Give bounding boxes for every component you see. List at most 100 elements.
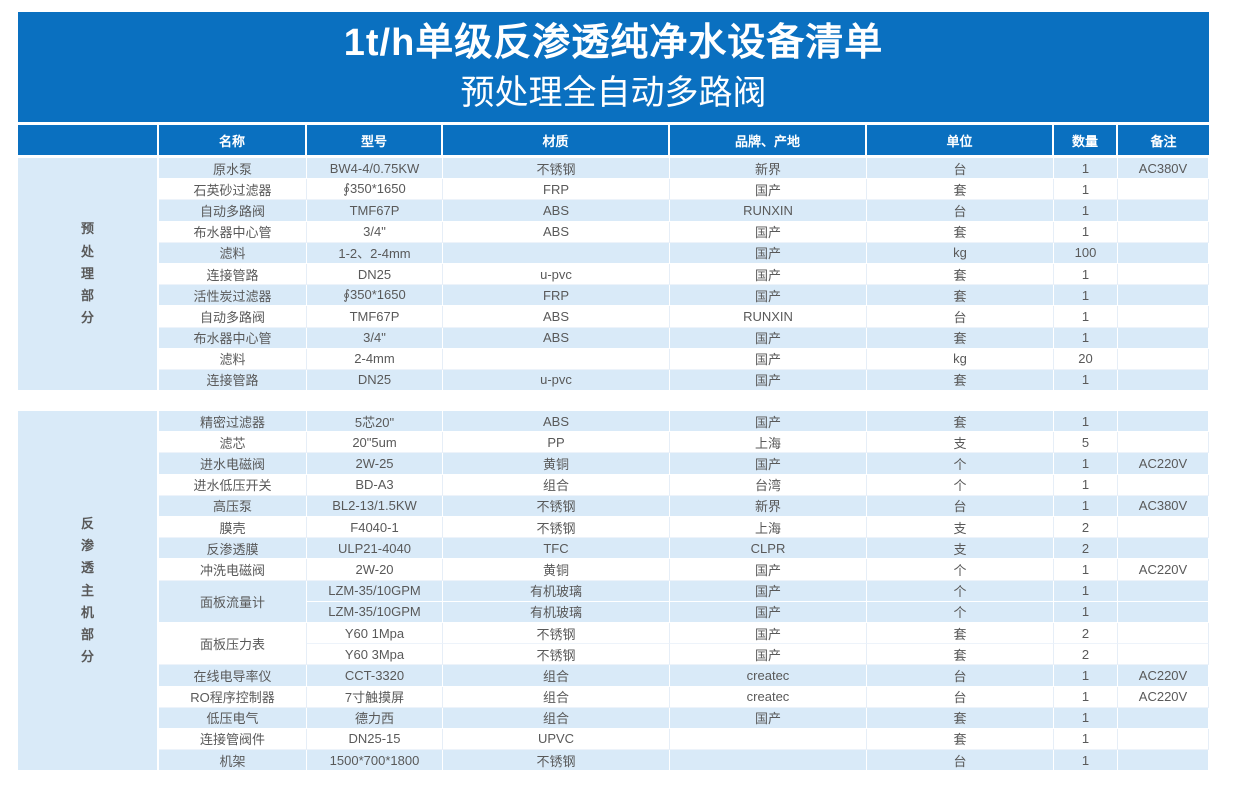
cell-brand: 国产 (670, 179, 867, 201)
section-label-char: 分 (80, 310, 94, 326)
table-row: 连接管阀件 DN25-15 UPVC 套 1 (18, 728, 1209, 751)
cell-material: u-pvc (443, 263, 670, 286)
cell-brand: 国产 (670, 369, 867, 392)
cell-qty: 1 (1054, 327, 1118, 349)
cell-name: 进水电磁阀 (159, 453, 307, 475)
cell-name: 布水器中心管 (159, 221, 307, 243)
table-row: 自动多路阀 TMF67P ABS RUNXIN 台 1 (18, 306, 1209, 328)
col-header-name: 名称 (159, 125, 307, 158)
cell-material: 黄铜 (443, 453, 670, 475)
cell-model: TMF67P (307, 200, 443, 222)
cell-material: UPVC (443, 728, 670, 751)
cell-material (443, 242, 670, 264)
cell-material: 不锈钢 (443, 495, 670, 517)
cell-material: u-pvc (443, 369, 670, 392)
cell-qty: 1 (1054, 411, 1118, 433)
cell-name: 连接管路 (159, 263, 307, 286)
cell-unit: 套 (867, 644, 1054, 666)
table-body: 预处理部分原水泵 BW4-4/0.75KW 不锈钢 新界台 1 AC380V 石英砂过滤器 ∮… (18, 158, 1209, 772)
cell-model: 2W-25 (307, 453, 443, 475)
table-row: 预处理部分原水泵 BW4-4/0.75KW 不锈钢 新界台 1 AC380V (18, 158, 1209, 392)
cell-unit: 台 (867, 495, 1054, 517)
cell-brand: RUNXIN (670, 200, 867, 222)
col-header-qty: 数量 (1054, 125, 1118, 158)
cell-note (1118, 728, 1209, 751)
cell-note (1118, 622, 1209, 645)
cell-unit: 套 (867, 728, 1054, 751)
cell-brand: 新界 (670, 158, 867, 180)
cell-material: FRP (443, 285, 670, 307)
cell-model: ∮350*1650 (307, 285, 443, 307)
table-row: RO程序控制器 7寸触摸屏 组合 createc 台 1 AC220V (18, 686, 1209, 708)
cell-unit: 台 (867, 306, 1054, 328)
table-row: 布水器中心管 3/4" ABS 国产套 1 (18, 221, 1209, 243)
section-label-char: 主 (80, 582, 94, 598)
cell-unit: 套 (867, 369, 1054, 392)
title-banner: 1t/h单级反渗透纯净水设备清单 预处理全自动多路阀 (18, 12, 1209, 122)
cell-material: 不锈钢 (443, 622, 670, 645)
cell-name: 面板流量计 (159, 580, 307, 623)
cell-note (1118, 538, 1209, 560)
table-row: 在线电导率仪 CCT-3320 组合 createc 台 1 AC220V (18, 665, 1209, 687)
cell-qty: 1 (1054, 601, 1118, 623)
cell-brand: 国产 (670, 348, 867, 370)
col-header-material: 材质 (443, 125, 670, 158)
cell-model: 7寸触摸屏 (307, 686, 443, 708)
cell-brand: 国产 (670, 327, 867, 349)
cell-qty: 1 (1054, 179, 1118, 201)
cell-name: 滤料 (159, 242, 307, 264)
section-label-pretreatment: 预处理部分 (18, 158, 159, 392)
cell-brand: 国产 (670, 622, 867, 645)
cell-brand: createc (670, 686, 867, 708)
cell-unit: 个 (867, 601, 1054, 623)
cell-model: CCT-3320 (307, 665, 443, 687)
corner-header-cell (18, 125, 159, 158)
cell-unit: kg (867, 242, 1054, 264)
cell-material: TFC (443, 538, 670, 560)
cell-brand: 国产 (670, 285, 867, 307)
col-header-brand: 品牌、产地 (670, 125, 867, 158)
section-label-char: 预 (80, 221, 94, 237)
cell-unit: 个 (867, 580, 1054, 602)
cell-note (1118, 285, 1209, 307)
cell-note (1118, 432, 1209, 454)
table-row: 机架 1500*700*1800 不锈钢 台 1 (18, 750, 1209, 772)
table-row: 滤芯 20"5um PP 上海支 5 (18, 432, 1209, 454)
cell-model: 德力西 (307, 707, 443, 729)
cell-unit: 套 (867, 411, 1054, 433)
col-header-note: 备注 (1118, 125, 1209, 158)
cell-material: 不锈钢 (443, 644, 670, 666)
cell-name: 自动多路阀 (159, 200, 307, 222)
cell-unit: 套 (867, 622, 1054, 645)
section-label-char: 反 (80, 515, 94, 531)
cell-unit: 支 (867, 517, 1054, 539)
cell-brand: RUNXIN (670, 306, 867, 328)
cell-name: 连接管阀件 (159, 728, 307, 751)
cell-brand: 国产 (670, 242, 867, 264)
cell-qty: 1 (1054, 495, 1118, 517)
cell-qty: 2 (1054, 644, 1118, 666)
cell-name: 在线电导率仪 (159, 665, 307, 687)
cell-brand: 国产 (670, 707, 867, 729)
cell-model: BW4-4/0.75KW (307, 158, 443, 180)
cell-name: 原水泵 (159, 158, 307, 180)
cell-model: 1-2、2-4mm (307, 242, 443, 264)
cell-model: DN25 (307, 263, 443, 286)
cell-material: 有机玻璃 (443, 580, 670, 602)
cell-note (1118, 263, 1209, 286)
cell-material: 有机玻璃 (443, 601, 670, 623)
cell-brand: 新界 (670, 495, 867, 517)
cell-material: ABS (443, 327, 670, 349)
cell-material: 不锈钢 (443, 750, 670, 772)
cell-qty: 1 (1054, 453, 1118, 475)
cell-unit: 台 (867, 158, 1054, 180)
col-header-model: 型号 (307, 125, 443, 158)
cell-note: AC220V (1118, 665, 1209, 687)
cell-material: 不锈钢 (443, 158, 670, 180)
cell-material: PP (443, 432, 670, 454)
spacer-row (18, 391, 1209, 412)
cell-note (1118, 327, 1209, 349)
cell-note (1118, 200, 1209, 222)
cell-material: ABS (443, 221, 670, 243)
cell-note (1118, 242, 1209, 264)
